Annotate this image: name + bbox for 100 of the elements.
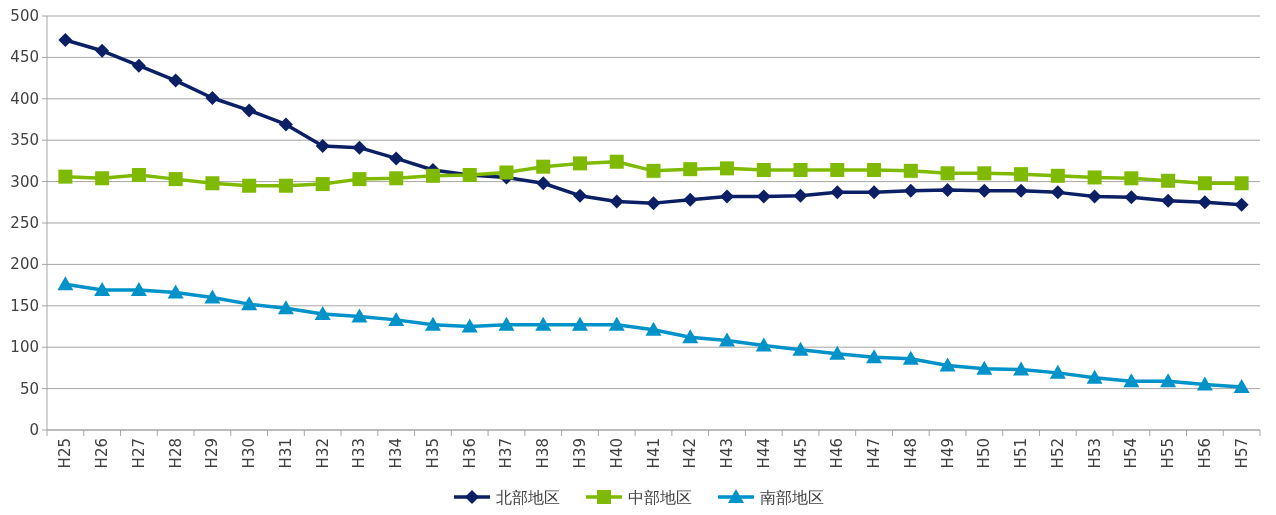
point	[867, 185, 882, 200]
point	[167, 284, 184, 299]
point	[57, 276, 74, 291]
point	[388, 311, 405, 326]
point	[131, 58, 146, 73]
point	[830, 163, 845, 178]
x-tick-label: H34	[387, 438, 406, 469]
point	[1050, 168, 1065, 183]
x-tick-label: H33	[350, 438, 369, 469]
point	[58, 33, 73, 48]
point	[95, 171, 110, 186]
x-tick-label: H54	[1122, 438, 1141, 469]
point	[572, 188, 587, 203]
point	[1233, 378, 1250, 393]
point	[976, 360, 993, 375]
x-tick-label: H27	[129, 438, 148, 469]
point	[1124, 190, 1139, 205]
x-tick-label: H38	[534, 438, 553, 469]
point	[498, 316, 515, 331]
x-tick-label: H56	[1195, 438, 1214, 469]
x-tick-label: H29	[203, 438, 222, 469]
point	[352, 172, 367, 187]
point	[977, 166, 992, 181]
point	[95, 43, 110, 58]
point	[389, 171, 404, 186]
y-tick-label: 300	[10, 172, 39, 191]
point	[351, 308, 368, 323]
point	[977, 183, 992, 198]
point	[168, 73, 183, 88]
point	[755, 337, 772, 352]
point	[131, 167, 146, 182]
point	[829, 345, 846, 360]
x-tick-label: H30	[240, 438, 259, 469]
x-tick-label: H53	[1085, 438, 1104, 469]
point	[1013, 361, 1030, 376]
y-tick-label: 400	[10, 89, 39, 108]
x-tick-label: H26	[93, 438, 112, 469]
x-tick-label: H51	[1012, 438, 1031, 469]
point	[1087, 189, 1102, 204]
point	[205, 176, 220, 191]
legend-label: 南部地区	[760, 488, 824, 507]
point	[241, 296, 258, 311]
point	[609, 154, 624, 169]
y-tick-label: 150	[10, 296, 39, 315]
point	[535, 316, 552, 331]
point	[536, 176, 551, 191]
point	[1086, 369, 1103, 384]
point	[720, 189, 735, 204]
x-tick-label: H35	[423, 438, 442, 469]
point	[277, 300, 294, 315]
point	[902, 350, 919, 365]
point	[793, 163, 808, 178]
y-tick-label: 100	[10, 338, 39, 357]
point	[792, 341, 809, 356]
x-tick-label: H45	[791, 438, 810, 469]
point	[389, 151, 404, 166]
point	[94, 282, 111, 297]
point	[866, 349, 883, 364]
point	[756, 189, 771, 204]
point	[939, 357, 956, 372]
point	[205, 90, 220, 105]
x-tick-label: H31	[276, 438, 295, 469]
x-tick-label: H25	[56, 438, 75, 469]
point	[682, 329, 699, 344]
point	[242, 178, 257, 193]
legend-label: 北部地区	[496, 488, 560, 507]
point	[646, 163, 661, 178]
point	[1049, 364, 1066, 379]
point	[168, 172, 183, 187]
y-tick-label: 500	[10, 7, 39, 25]
point	[314, 306, 331, 321]
x-tick-label: H48	[901, 438, 920, 469]
point	[571, 316, 588, 331]
point	[1123, 373, 1140, 388]
point	[242, 103, 257, 118]
y-tick-label: 350	[10, 131, 39, 150]
y-tick-label: 50	[19, 379, 39, 398]
point	[1234, 197, 1249, 212]
point	[461, 318, 478, 333]
legend-label: 中部地区	[628, 488, 692, 507]
x-tick-label: H55	[1159, 438, 1178, 469]
point	[1014, 167, 1029, 182]
x-tick-label: H47	[865, 438, 884, 469]
point	[940, 182, 955, 197]
point	[903, 163, 918, 178]
point	[499, 165, 514, 180]
point	[720, 161, 735, 176]
x-tick-label: H44	[754, 438, 773, 469]
y-tick-label: 0	[29, 421, 39, 439]
point	[1087, 170, 1102, 185]
point	[278, 178, 293, 193]
point	[1161, 173, 1176, 188]
x-tick-label: H49	[938, 438, 957, 469]
point	[683, 192, 698, 207]
point	[719, 332, 736, 347]
point	[903, 183, 918, 198]
point	[1197, 195, 1212, 210]
point	[608, 316, 625, 331]
point	[940, 166, 955, 181]
x-tick-label: H39	[570, 438, 589, 469]
